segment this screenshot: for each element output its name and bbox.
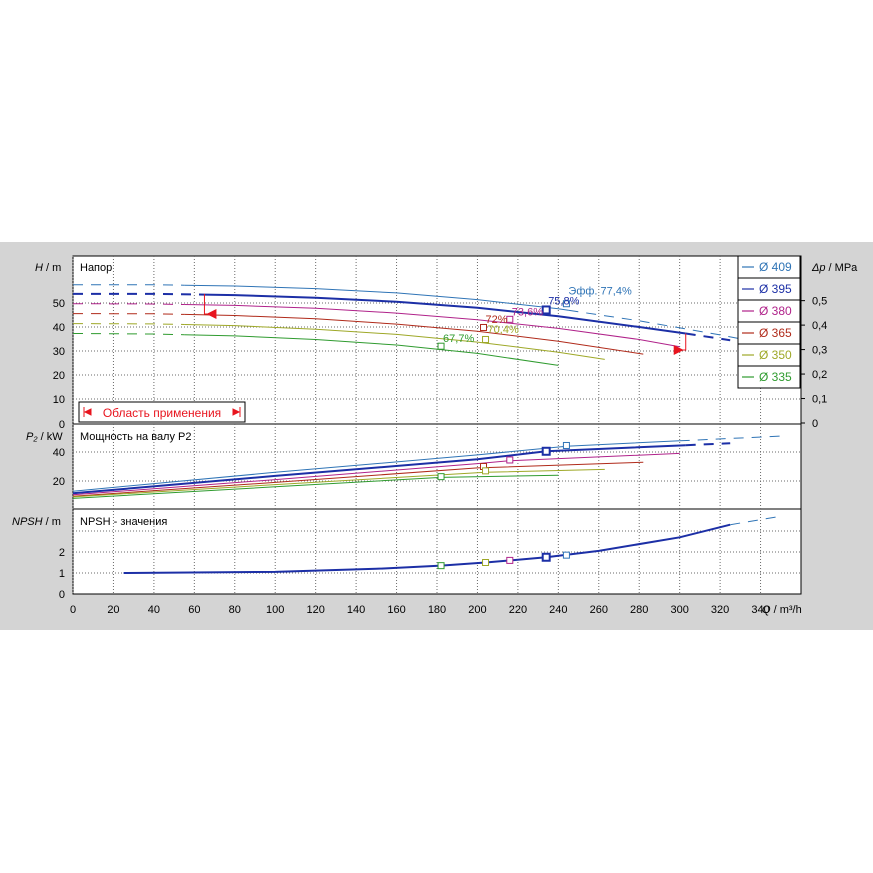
head-y-tick-label: 40 xyxy=(53,322,65,334)
x-tick-label: 100 xyxy=(266,604,284,616)
head-curve-d409 xyxy=(184,284,569,311)
head-curve-dashed-d335 xyxy=(72,333,185,336)
head-curve-dashed-d380 xyxy=(72,303,185,305)
x-tick-label: 220 xyxy=(509,604,527,616)
range-end-arrow xyxy=(673,345,684,356)
legend-entry: Ø 409 xyxy=(759,260,792,274)
power-y-axis-label: P₂ / kW xyxy=(26,431,63,443)
x-tick-label: 120 xyxy=(306,604,324,616)
power-bep-marker xyxy=(506,456,514,464)
npsh-curve-dashed xyxy=(730,515,781,526)
range-start-arrow xyxy=(206,309,217,320)
head-curve-d335 xyxy=(184,334,559,366)
head-curve-dashed-d395 xyxy=(685,332,731,342)
head-bep-marker xyxy=(480,323,488,331)
head-curve-dashed-d365 xyxy=(72,313,185,315)
npsh-bep-marker xyxy=(541,552,551,562)
npsh-bep-marker xyxy=(482,559,490,566)
right-y-tick-label: 0,5 xyxy=(812,296,827,308)
npsh-y-tick-label: 1 xyxy=(59,568,65,580)
x-tick-label: 0 xyxy=(70,604,76,616)
right-y-tick-label: 0,1 xyxy=(812,394,827,406)
x-tick-label: 180 xyxy=(428,604,446,616)
npsh-bep-marker xyxy=(437,562,445,570)
power-curve-d350 xyxy=(72,468,605,498)
npsh-panel-title: NPSH - значения xyxy=(80,516,167,528)
head-bep-marker xyxy=(562,300,570,308)
head-bep-marker xyxy=(541,305,551,315)
power-curve-dashed-d395 xyxy=(685,442,731,447)
head-y-tick-label: 20 xyxy=(53,370,65,382)
x-tick-label: 160 xyxy=(387,604,405,616)
power-bep-marker xyxy=(482,467,490,475)
head-curve-dashed-d395 xyxy=(73,292,205,296)
x-tick-label: 320 xyxy=(711,604,729,616)
legend-entry: Ø 350 xyxy=(759,348,792,362)
pump-curve-chart-panel: 0 20 40 60 80 100 120 140 160 180 200 220 240 260 280 3… xyxy=(0,242,873,630)
head-y-tick-label: 0 xyxy=(59,419,65,431)
legend-entry: Ø 335 xyxy=(759,370,792,384)
x-tick-label: 140 xyxy=(347,604,365,616)
x-tick-label: 60 xyxy=(188,604,200,616)
power-y-tick-label: 40 xyxy=(53,447,65,459)
legend-entry: Ø 365 xyxy=(759,326,792,340)
right-y-tick-label: 0 xyxy=(812,418,818,430)
efficiency-label: 75,8% xyxy=(548,296,579,308)
pump-curve-chart: 0 20 40 60 80 100 120 140 160 180 200 220 240 260 280 3… xyxy=(12,255,858,616)
x-tick-label: 80 xyxy=(229,604,241,616)
head-curve-d395 xyxy=(204,293,686,335)
right-y-tick-label: 0,4 xyxy=(812,320,827,332)
x-tick-label: 200 xyxy=(468,604,486,616)
efficiency-label: Эфф. 77,4% xyxy=(568,286,632,298)
legend-entry: Ø 395 xyxy=(759,282,792,296)
head-curve-d350 xyxy=(184,324,605,360)
power-y-tick-label: 20 xyxy=(53,476,65,488)
power-curve-d409 xyxy=(72,440,680,492)
head-y-axis-label: H / m xyxy=(35,262,61,274)
head-y-tick-label: 10 xyxy=(53,394,65,406)
x-tick-label: 40 xyxy=(148,604,160,616)
npsh-y-axis-label: NPSH / m xyxy=(12,516,61,528)
efficiency-label: 72% xyxy=(486,314,508,326)
head-panel-title: Напор xyxy=(80,262,112,274)
power-curve-d395 xyxy=(72,444,686,495)
application-range-left-arrow xyxy=(83,407,92,417)
head-curve-dashed-d350 xyxy=(72,323,185,325)
power-bep-marker xyxy=(541,446,551,456)
head-bep-marker xyxy=(506,315,514,323)
x-tick-label: 300 xyxy=(670,604,688,616)
power-bep-marker xyxy=(437,473,445,481)
efficiency-label: 67,7% xyxy=(443,333,474,345)
application-range-box xyxy=(78,401,246,423)
npsh-y-tick-label: 2 xyxy=(59,547,65,559)
x-tick-label: 280 xyxy=(630,604,648,616)
x-tick-label: 260 xyxy=(590,604,608,616)
x-axis-label: Q / m³/h xyxy=(762,604,802,616)
x-tick-label: 240 xyxy=(549,604,567,616)
application-range-label: Область применения xyxy=(103,406,221,420)
efficiency-label: 73,6% xyxy=(512,306,543,318)
application-range-right-arrow xyxy=(232,407,241,417)
x-tick-label: 20 xyxy=(107,604,119,616)
efficiency-label: 70,4% xyxy=(488,324,519,336)
head-y-tick-label: 50 xyxy=(53,298,65,310)
npsh-y-tick-label: 0 xyxy=(59,589,65,601)
head-bep-marker xyxy=(482,335,490,343)
right-y-tick-label: 0,3 xyxy=(812,345,827,357)
right-y-axis-label: Δp / MPa xyxy=(811,262,858,274)
npsh-bep-marker xyxy=(506,556,514,564)
power-panel-title: Мощность на валу P2 xyxy=(80,431,192,443)
head-bep-marker xyxy=(437,342,445,350)
power-curve-d365 xyxy=(72,461,644,497)
power-bep-marker xyxy=(562,441,570,449)
power-curve-d335 xyxy=(72,474,559,499)
head-curve-d365 xyxy=(184,313,644,355)
head-y-tick-label: 30 xyxy=(53,346,65,358)
legend-entry: Ø 380 xyxy=(759,304,792,318)
head-curve-d380 xyxy=(184,304,680,348)
x-tick-label: 340 xyxy=(751,604,769,616)
right-y-tick-label: 0,2 xyxy=(812,369,827,381)
npsh-bep-marker xyxy=(562,551,570,559)
power-curve-d380 xyxy=(72,452,680,496)
